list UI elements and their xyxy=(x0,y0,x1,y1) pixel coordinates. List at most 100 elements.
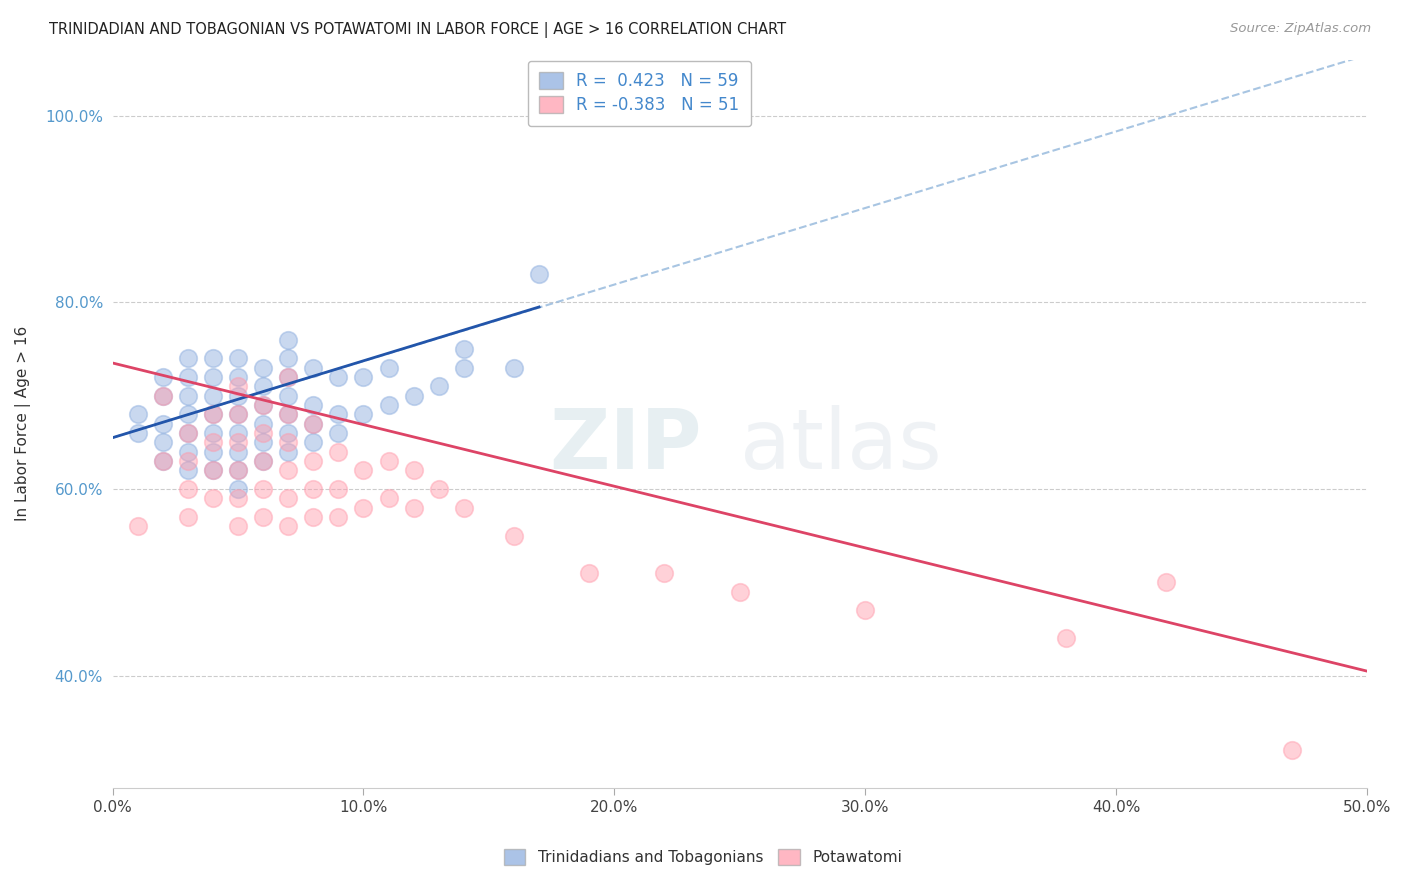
Point xyxy=(177,510,200,524)
Point xyxy=(328,482,350,496)
Point xyxy=(1054,632,1077,646)
Point xyxy=(226,482,249,496)
Point xyxy=(453,500,475,515)
Point xyxy=(201,463,224,477)
Point xyxy=(302,417,325,431)
Point xyxy=(277,491,299,506)
Point xyxy=(377,454,399,468)
Point xyxy=(402,389,425,403)
Point xyxy=(177,463,200,477)
Point xyxy=(252,417,274,431)
Point xyxy=(226,408,249,422)
Point xyxy=(302,398,325,412)
Point xyxy=(453,360,475,375)
Point xyxy=(302,482,325,496)
Point xyxy=(201,408,224,422)
Point xyxy=(728,584,751,599)
Point xyxy=(328,408,350,422)
Point xyxy=(328,510,350,524)
Point xyxy=(353,463,375,477)
Point xyxy=(1154,575,1177,590)
Point xyxy=(127,425,149,440)
Point xyxy=(226,463,249,477)
Point xyxy=(226,370,249,384)
Point xyxy=(302,510,325,524)
Point xyxy=(152,435,174,450)
Point xyxy=(177,425,200,440)
Point xyxy=(201,389,224,403)
Point xyxy=(177,351,200,366)
Point xyxy=(277,333,299,347)
Point xyxy=(252,510,274,524)
Point xyxy=(277,444,299,458)
Point xyxy=(302,435,325,450)
Point xyxy=(277,370,299,384)
Point xyxy=(152,370,174,384)
Point xyxy=(402,500,425,515)
Text: Source: ZipAtlas.com: Source: ZipAtlas.com xyxy=(1230,22,1371,36)
Point xyxy=(127,519,149,533)
Point xyxy=(226,425,249,440)
Point xyxy=(252,454,274,468)
Point xyxy=(201,435,224,450)
Point xyxy=(328,444,350,458)
Y-axis label: In Labor Force | Age > 16: In Labor Force | Age > 16 xyxy=(15,326,31,521)
Point xyxy=(328,370,350,384)
Text: ZIP: ZIP xyxy=(550,405,702,486)
Point xyxy=(201,444,224,458)
Point xyxy=(252,398,274,412)
Point xyxy=(226,519,249,533)
Point xyxy=(302,454,325,468)
Point xyxy=(177,454,200,468)
Point xyxy=(353,408,375,422)
Point xyxy=(353,370,375,384)
Point xyxy=(226,379,249,393)
Point xyxy=(252,482,274,496)
Point xyxy=(252,398,274,412)
Point xyxy=(177,425,200,440)
Point xyxy=(226,435,249,450)
Point xyxy=(252,435,274,450)
Point xyxy=(226,351,249,366)
Point xyxy=(127,408,149,422)
Point xyxy=(277,351,299,366)
Point xyxy=(353,500,375,515)
Point xyxy=(252,360,274,375)
Point xyxy=(503,529,526,543)
Point xyxy=(252,425,274,440)
Point xyxy=(177,408,200,422)
Point xyxy=(152,417,174,431)
Point xyxy=(328,425,350,440)
Point xyxy=(277,435,299,450)
Point xyxy=(201,351,224,366)
Point xyxy=(503,360,526,375)
Point xyxy=(201,370,224,384)
Point xyxy=(277,519,299,533)
Point xyxy=(377,491,399,506)
Point xyxy=(201,425,224,440)
Point xyxy=(527,268,550,282)
Point xyxy=(177,389,200,403)
Point xyxy=(152,389,174,403)
Point xyxy=(177,370,200,384)
Point xyxy=(226,389,249,403)
Point xyxy=(853,603,876,617)
Point xyxy=(152,454,174,468)
Point xyxy=(201,408,224,422)
Point xyxy=(654,566,676,580)
Point xyxy=(226,491,249,506)
Point xyxy=(226,444,249,458)
Point xyxy=(252,379,274,393)
Point xyxy=(252,454,274,468)
Point xyxy=(201,463,224,477)
Point xyxy=(453,342,475,356)
Text: atlas: atlas xyxy=(740,405,942,486)
Point xyxy=(578,566,600,580)
Legend: R =  0.423   N = 59, R = -0.383   N = 51: R = 0.423 N = 59, R = -0.383 N = 51 xyxy=(527,61,751,126)
Point xyxy=(277,463,299,477)
Legend: Trinidadians and Tobagonians, Potawatomi: Trinidadians and Tobagonians, Potawatomi xyxy=(498,843,908,871)
Point xyxy=(277,408,299,422)
Point xyxy=(302,360,325,375)
Point xyxy=(302,417,325,431)
Point xyxy=(277,389,299,403)
